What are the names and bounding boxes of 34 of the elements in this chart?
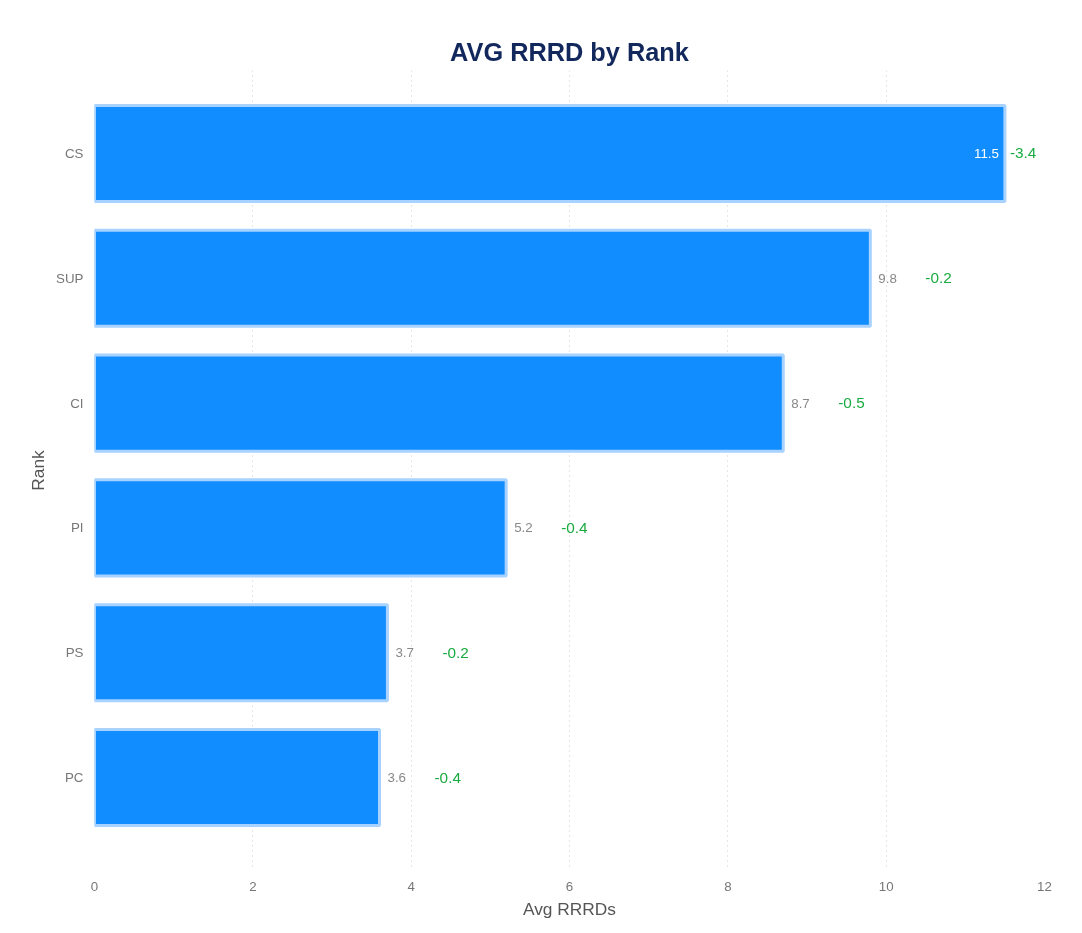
data-label: 5.2	[514, 520, 533, 536]
bar	[94, 103, 1007, 204]
bar	[94, 478, 508, 578]
x-tick-label: 10	[878, 878, 894, 894]
x-tick-label: 8	[724, 878, 732, 894]
y-tick-label: CI	[70, 395, 84, 411]
y-tick-label: SUP	[56, 270, 84, 286]
data-label: 11.5	[973, 146, 999, 161]
data-label: 3.7	[395, 645, 414, 661]
bar	[94, 353, 785, 453]
y-tick-label: PC	[64, 770, 84, 786]
y-tick-label: CS	[64, 146, 84, 161]
x-tick-label: 4	[407, 878, 416, 894]
y-tick-label: PI	[70, 520, 84, 536]
bar	[94, 228, 872, 328]
annotation: -0.5	[838, 394, 865, 412]
annotation: -3.4	[1009, 144, 1037, 162]
data-label: 3.6	[387, 770, 407, 786]
x-axis-title: Avg RRRDs	[522, 898, 617, 919]
bar	[94, 727, 381, 828]
annotation: -0.2	[442, 643, 469, 661]
y-axis-title: Rank	[28, 449, 49, 491]
annotation: -0.4	[561, 518, 589, 536]
x-tick-label: 2	[249, 878, 257, 894]
x-tick-label: 12	[1037, 878, 1052, 894]
chart-title: AVG RRRD by Rank	[450, 37, 690, 66]
data-label: 8.7	[791, 395, 810, 411]
x-tick-label: 6	[565, 878, 574, 894]
annotation: -0.4	[434, 768, 462, 786]
x-tick-label: 0	[90, 878, 99, 894]
data-label: 9.8	[878, 270, 897, 286]
bar	[94, 603, 389, 703]
y-tick-label: PS	[65, 645, 84, 661]
annotation: -0.2	[925, 269, 952, 287]
